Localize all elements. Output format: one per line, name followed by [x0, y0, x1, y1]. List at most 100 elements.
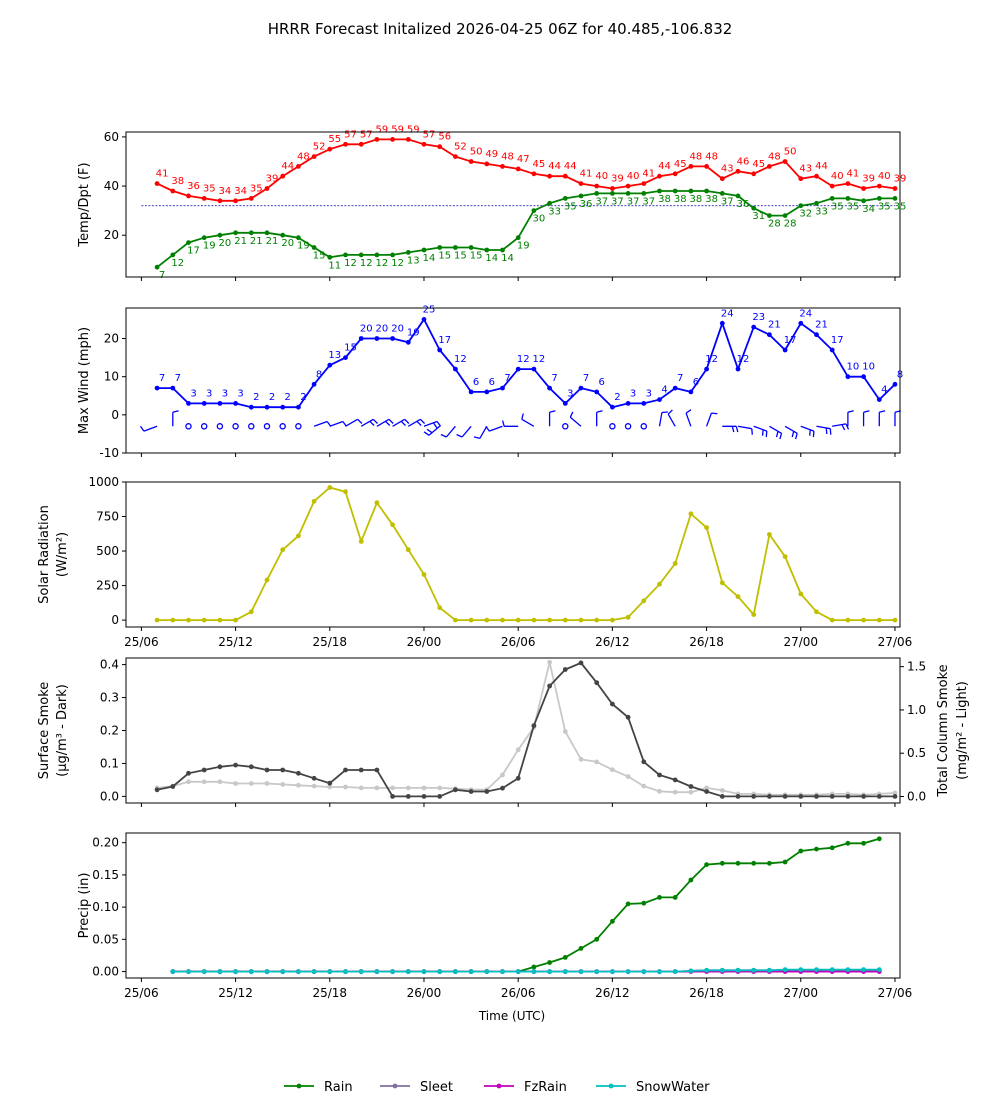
data-point	[249, 609, 254, 614]
data-point	[814, 794, 819, 799]
y-axis-label: Solar Radiation	[37, 505, 52, 604]
data-point	[469, 969, 474, 974]
wind-barb-flag	[810, 430, 811, 436]
data-label: 7	[583, 373, 589, 384]
data-label: 40	[595, 171, 608, 182]
data-label: 52	[313, 142, 326, 153]
data-point	[500, 969, 505, 974]
x-tick-label: 26/18	[689, 986, 724, 1000]
data-point	[657, 582, 662, 587]
data-label: 37	[642, 196, 655, 207]
data-point	[155, 386, 160, 391]
data-label: 50	[784, 147, 797, 158]
data-point	[265, 186, 270, 191]
data-point	[532, 208, 537, 213]
data-label: 43	[799, 164, 812, 175]
data-point	[265, 969, 270, 974]
data-point	[720, 580, 725, 585]
data-point	[626, 969, 631, 974]
wind-barb-shaft	[522, 419, 534, 426]
data-label: 45	[533, 159, 546, 170]
data-label: 47	[517, 154, 530, 165]
data-point	[704, 968, 709, 973]
data-point	[532, 969, 537, 974]
data-point	[736, 968, 741, 973]
data-point	[500, 248, 505, 253]
data-label: 48	[501, 151, 514, 162]
wind-barb-calm	[610, 424, 615, 429]
wind-barb-calm	[233, 424, 238, 429]
data-point	[861, 186, 866, 191]
data-point	[532, 965, 537, 970]
data-point	[312, 969, 317, 974]
data-point	[202, 618, 207, 623]
data-point	[469, 618, 474, 623]
data-label: 37	[721, 196, 734, 207]
data-point	[296, 771, 301, 776]
data-label: 17	[187, 246, 200, 257]
wind-barb-flag	[686, 410, 691, 413]
wind-barb-flag	[522, 414, 524, 420]
data-label: 30	[533, 214, 546, 225]
y-axis-label-units: (μg/m³ - Dark)	[55, 684, 70, 777]
wind-barb-shaft	[686, 413, 691, 426]
data-point	[641, 784, 646, 789]
data-point	[563, 969, 568, 974]
series-line	[173, 839, 880, 972]
figure-title: HRRR Forecast Initalized 2026-04-25 06Z …	[268, 20, 733, 38]
wind-barb-flag	[433, 423, 436, 428]
data-point	[798, 203, 803, 208]
wind-barb-shaft	[707, 413, 712, 426]
wind-barb-flag	[792, 431, 794, 437]
data-point	[469, 789, 474, 794]
wind-barb-flag	[141, 426, 144, 431]
y-tick-label: 0.3	[100, 691, 119, 705]
data-point	[422, 794, 427, 799]
data-point	[720, 968, 725, 973]
data-point	[673, 386, 678, 391]
wind-barb-shaft	[738, 426, 752, 428]
x-tick-label: 27/00	[783, 986, 818, 1000]
data-point	[846, 794, 851, 799]
data-label: 7	[504, 373, 510, 384]
wind-barb-flag	[427, 429, 432, 432]
data-point	[657, 789, 662, 794]
data-label: 12	[533, 354, 546, 365]
data-point	[610, 969, 615, 974]
data-point	[877, 196, 882, 201]
data-label: 39	[266, 174, 279, 185]
data-point	[641, 969, 646, 974]
y-tick-label: 0.4	[100, 658, 119, 672]
data-label: 3	[630, 388, 636, 399]
data-point	[453, 787, 458, 792]
wind-barb-shaft	[429, 426, 440, 435]
data-point	[390, 794, 395, 799]
data-point	[343, 142, 348, 147]
wind-barb-flag	[736, 426, 738, 432]
data-point	[343, 969, 348, 974]
data-label: 48	[705, 151, 718, 162]
data-point	[767, 968, 772, 973]
data-point	[846, 196, 851, 201]
data-point	[359, 142, 364, 147]
data-point	[736, 194, 741, 199]
wind-barb-flag	[752, 429, 753, 435]
data-point	[610, 702, 615, 707]
wind-barb-shaft	[769, 426, 781, 433]
data-point	[579, 969, 584, 974]
data-point	[798, 849, 803, 854]
data-point	[877, 967, 882, 972]
data-point	[704, 164, 709, 169]
data-label: 19	[203, 241, 216, 252]
data-point	[327, 969, 332, 974]
data-point	[610, 919, 615, 924]
data-label: 57	[344, 129, 357, 140]
data-label: 15	[344, 343, 357, 354]
data-point	[516, 776, 521, 781]
data-label: 17	[831, 335, 844, 346]
wind-barb-flag	[763, 430, 764, 436]
data-point	[720, 321, 725, 326]
data-point	[547, 960, 552, 965]
data-label: 38	[658, 194, 671, 205]
data-point	[170, 784, 175, 789]
